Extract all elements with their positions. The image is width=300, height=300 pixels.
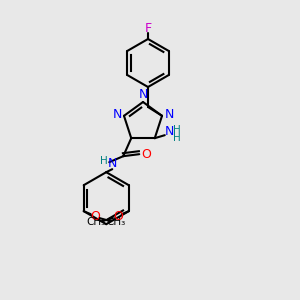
- Text: N: N: [108, 157, 117, 170]
- Text: O: O: [90, 210, 100, 223]
- Text: N: N: [165, 125, 174, 138]
- Text: H: H: [173, 133, 181, 143]
- Text: O: O: [141, 148, 151, 161]
- Text: H: H: [173, 125, 181, 135]
- Text: H: H: [100, 156, 108, 166]
- Text: N: N: [138, 88, 148, 100]
- Text: F: F: [144, 22, 152, 34]
- Text: O: O: [113, 210, 123, 223]
- Text: CH₃: CH₃: [106, 217, 125, 227]
- Text: N: N: [164, 108, 174, 121]
- Text: CH₃: CH₃: [86, 217, 105, 227]
- Text: N: N: [112, 108, 122, 121]
